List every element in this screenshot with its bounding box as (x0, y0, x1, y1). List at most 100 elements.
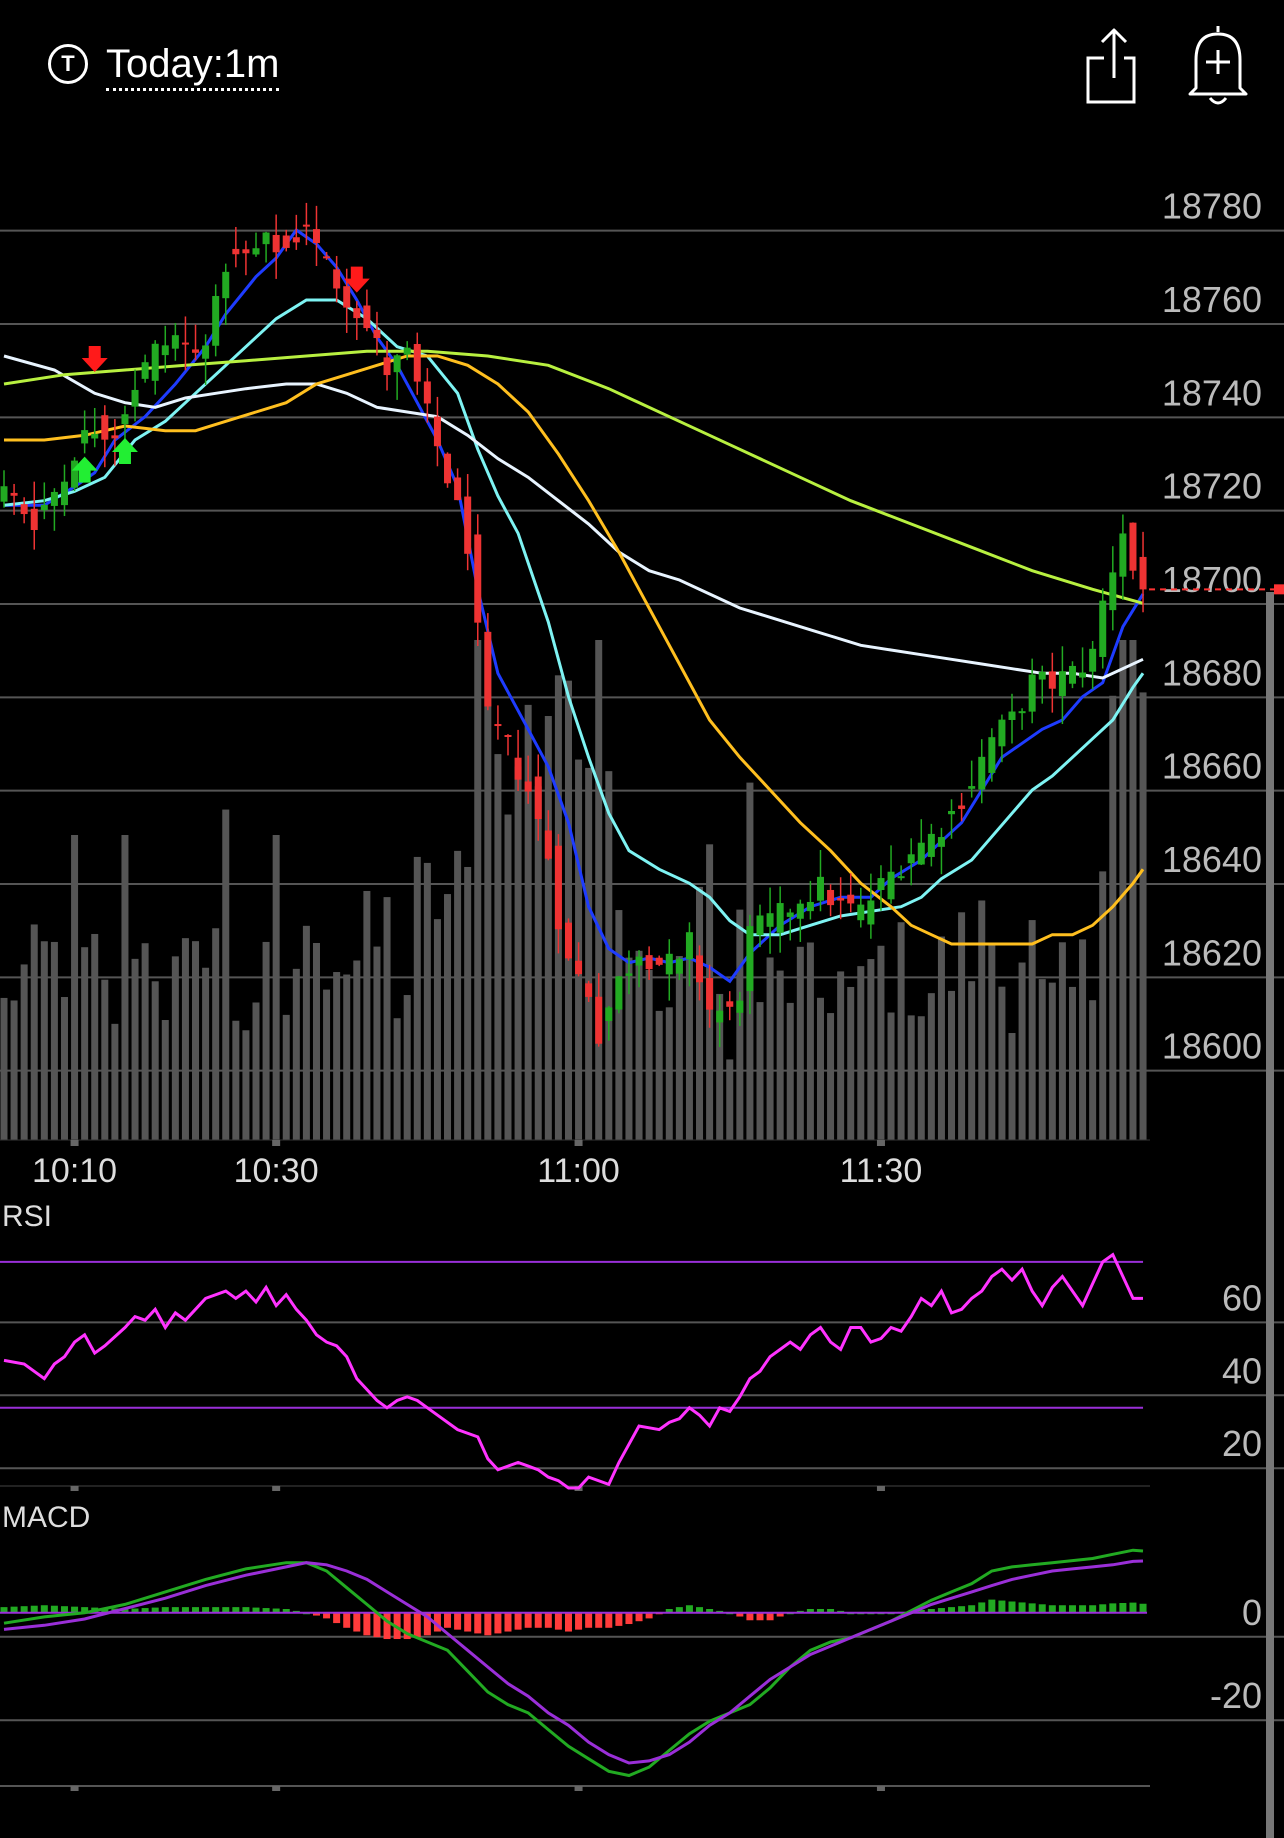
volume-bar (917, 1016, 925, 1140)
macd-histogram-bar (917, 1609, 925, 1613)
candle-body (927, 833, 935, 857)
timeframe-selector[interactable]: Today:1m (106, 40, 280, 91)
volume-bar (786, 1002, 794, 1140)
candle-body (71, 460, 79, 488)
candle-up (917, 819, 925, 866)
macd-histogram-bar (252, 1607, 260, 1613)
volume-bar (585, 767, 593, 1140)
volume-bar (1048, 982, 1056, 1140)
buy-signal-arrow (111, 438, 138, 464)
macd-histogram-bar (605, 1612, 613, 1628)
candle-down (827, 884, 835, 917)
candle-down (373, 311, 381, 356)
candle-body (726, 1001, 734, 1007)
candle-up (605, 1005, 613, 1041)
macd-histogram-bar (30, 1605, 38, 1613)
macd-histogram-bar (776, 1612, 784, 1617)
volume-bar (413, 856, 421, 1140)
candle-body (575, 960, 583, 975)
price-tick-label: 18780 (1162, 186, 1262, 227)
macd-histogram-bar (71, 1606, 79, 1613)
candle-down (242, 240, 250, 276)
volume-bar (494, 754, 502, 1140)
candle-down (837, 877, 845, 920)
ema-mid-line (3, 298, 1145, 937)
candle-up (403, 341, 411, 361)
volume-bar (50, 941, 58, 1140)
volume-bar (363, 890, 371, 1140)
candle-body (181, 342, 189, 345)
candle-body (534, 776, 542, 820)
volume-bar (1038, 979, 1046, 1140)
buy-signal-arrow (71, 456, 98, 483)
candle-up (50, 488, 58, 531)
candle-up (141, 354, 149, 383)
volume-bar (867, 959, 875, 1140)
ticker-badge-icon[interactable]: T (48, 44, 88, 84)
macd-histogram-bar (131, 1608, 139, 1613)
volume-bar (302, 925, 310, 1140)
candle-body (786, 912, 794, 917)
volume-bar (998, 986, 1006, 1140)
candle-body (474, 534, 482, 623)
macd-histogram-bar (60, 1606, 68, 1613)
candle-body (605, 1007, 613, 1022)
macd-histogram-bar (202, 1607, 210, 1613)
candle-body (736, 1000, 744, 1013)
volume-bar (978, 900, 986, 1140)
volume-bar (958, 912, 966, 1140)
macd-histogram-bar (181, 1607, 189, 1613)
rsi-label: RSI (2, 1200, 52, 1233)
candle-down (1048, 652, 1056, 713)
candle-body (151, 343, 159, 381)
macd-histogram-bar (927, 1609, 935, 1613)
macd-histogram-bar (413, 1612, 421, 1638)
candle-body (101, 415, 109, 440)
candle-body (988, 737, 996, 773)
volume-bar (1119, 640, 1127, 1140)
volume-bar (282, 1014, 290, 1140)
candle-body (171, 335, 179, 349)
candle-body (1139, 556, 1147, 590)
macd-histogram-bar (282, 1609, 290, 1613)
macd-histogram-bar (10, 1606, 18, 1613)
volume-bar (948, 990, 956, 1140)
macd-label: MACD (2, 1501, 90, 1534)
candle-body (948, 810, 956, 815)
volume-bar (927, 993, 935, 1140)
macd-histogram-bar (948, 1607, 956, 1613)
share-button[interactable] (1078, 22, 1150, 112)
volume-bar (101, 979, 109, 1140)
candle-down (564, 918, 572, 961)
time-tick-mark (574, 1140, 583, 1146)
volume-bar (141, 943, 149, 1140)
add-alert-button[interactable] (1182, 22, 1254, 112)
price-tick-label: 18760 (1162, 279, 1262, 320)
candle-body (81, 430, 89, 444)
candle-up (948, 799, 956, 839)
volume-bar (544, 716, 552, 1140)
volume-bar (423, 862, 431, 1140)
time-tick-label: 11:30 (840, 1152, 923, 1190)
macd-tick-label: -20 (1210, 1675, 1262, 1716)
volume-bar (1139, 692, 1147, 1140)
candle-up (131, 369, 139, 422)
macd-histogram-bar (212, 1607, 220, 1613)
volume-bar (655, 1010, 663, 1140)
candle-body (0, 486, 8, 502)
candle-down (181, 316, 189, 371)
candle-up (91, 407, 99, 448)
candle-body (252, 248, 260, 255)
candle-body (1038, 671, 1046, 680)
macd-histogram-bar (1008, 1601, 1016, 1613)
scrollbar[interactable] (1266, 592, 1274, 1838)
moving-average-lines (3, 227, 1145, 984)
macd-histogram-bar (504, 1612, 512, 1632)
candle-up (927, 823, 935, 867)
volume-bar (665, 1007, 673, 1140)
candle-body (655, 957, 663, 965)
candle-body (595, 996, 603, 1044)
candle-down (655, 955, 663, 967)
candle-up (1008, 693, 1016, 744)
